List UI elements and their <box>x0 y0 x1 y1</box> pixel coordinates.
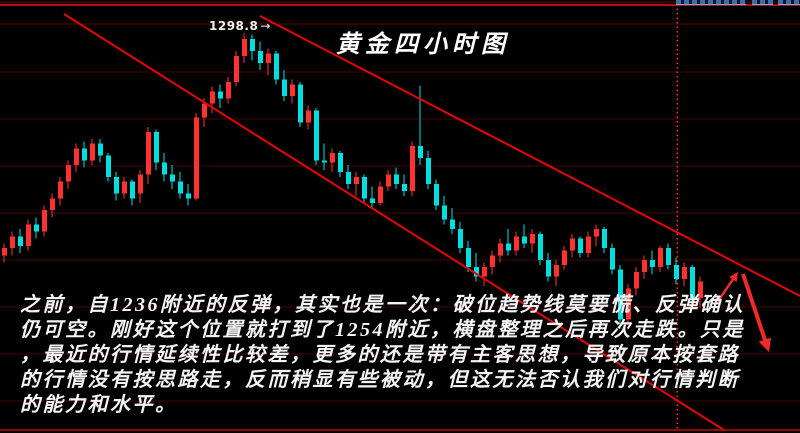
arrows-group <box>714 272 772 352</box>
channel-resistance-line <box>259 15 800 297</box>
cropped-ui-fragment <box>676 0 746 5</box>
cropped-ui-fragment <box>778 0 800 5</box>
commentary-line: 之前，自1236附近的反弹，其实也是一次：破位趋势线莫要慌、反弹确认 <box>20 294 745 316</box>
candles-group <box>2 33 703 329</box>
chart-title: 黄金四小时图 <box>336 32 510 58</box>
peak-price-value: 1298.8 <box>209 19 259 33</box>
up-arrow <box>714 275 737 305</box>
up-arrow-head <box>729 272 738 282</box>
down-arrow-head <box>758 337 772 352</box>
commentary-text: 之前，自1236附近的反弹，其实也是一次：破位趋势线莫要慌、反弹确认 仍可空。刚… <box>20 293 780 418</box>
down-arrow <box>741 273 769 347</box>
commentary-line: 仍可空。刚好这个位置就打到了1254附近，横盘整理之后再次走跌。只是 <box>20 319 745 341</box>
cropped-ui-fragment <box>752 0 773 5</box>
commentary-line: 的能力和水平。 <box>20 394 178 416</box>
channel-support-line <box>63 13 725 431</box>
right-arrow-icon: → <box>260 19 271 33</box>
peak-price-label: 1298.8 → <box>209 19 271 33</box>
commentary-line: 的行情没有按思路走，反而稍显有些被动，但这无法否认我们对行情判断 <box>20 369 740 391</box>
trendlines-group <box>63 13 800 431</box>
commentary-line: ，最近的行情延续性比较差，更多的还是带有主客思想，导致原本按套路 <box>20 344 740 366</box>
